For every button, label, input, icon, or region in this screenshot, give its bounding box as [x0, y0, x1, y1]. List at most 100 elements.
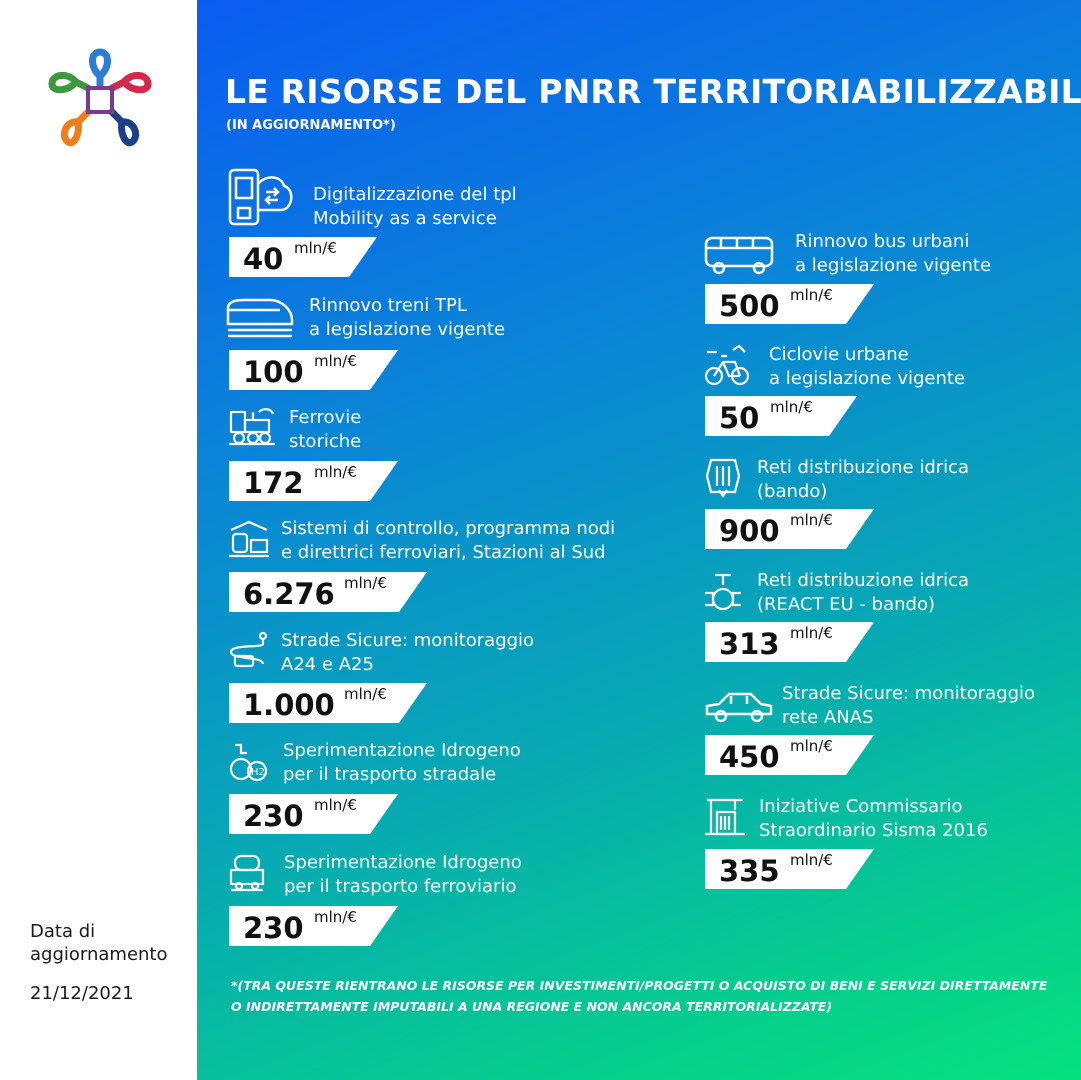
value-box: 230 mln/€ — [229, 906, 398, 946]
item-label: Rinnovo bus urbani a legislazione vigent… — [795, 230, 991, 278]
footnote: *(TRA QUESTE RIENTRANO LE RISORSE PER IN… — [231, 978, 1048, 1014]
item-label-line2: a legislazione vigente — [769, 368, 966, 389]
item-unit: mln/€ — [790, 851, 833, 869]
item-value: 100 — [243, 355, 304, 389]
hydrogen-vehicle-icon: H2 — [227, 739, 271, 783]
item-unit: mln/€ — [344, 685, 387, 703]
item-label: Reti distribuzione idrica (bando) — [757, 456, 969, 504]
item-value: 450 — [719, 740, 780, 774]
value-box: 50 mln/€ — [705, 396, 857, 436]
item-label: Sperimentazione Idrogeno per il trasport… — [284, 851, 522, 899]
item-unit: mln/€ — [314, 796, 357, 814]
item-label: Strade Sicure: monitoraggio A24 e A25 — [281, 629, 534, 677]
item-value: 230 — [243, 799, 304, 833]
high-speed-train-icon — [224, 296, 296, 338]
item-unit: mln/€ — [314, 908, 357, 926]
main-panel — [197, 0, 1081, 1080]
bicycle-icon — [703, 342, 751, 388]
item-label-line1: Strade Sicure: monitoraggio — [281, 630, 535, 651]
item-label: Sistemi di controllo, programma nodi e d… — [281, 517, 615, 565]
item-value: 50 — [719, 401, 760, 435]
item-value: 500 — [719, 289, 780, 323]
item-unit: mln/€ — [314, 352, 357, 370]
item-label-line2: per il trasporto ferroviario — [284, 876, 517, 897]
item-value: 335 — [719, 854, 780, 888]
item-label-line2: A24 e A25 — [281, 654, 374, 675]
water-network-icon — [703, 456, 743, 498]
item-label: Sperimentazione Idrogeno per il trasport… — [283, 739, 521, 787]
steam-locomotive-icon — [227, 406, 277, 448]
item-unit: mln/€ — [294, 239, 337, 257]
item-unit: mln/€ — [790, 624, 833, 642]
item-label-line1: Sperimentazione Idrogeno — [283, 740, 521, 761]
value-box: 172 mln/€ — [229, 461, 398, 501]
item-unit: mln/€ — [770, 398, 813, 416]
item-unit: mln/€ — [314, 463, 357, 481]
value-box: 900 mln/€ — [705, 509, 874, 549]
logo-icon — [46, 46, 154, 150]
item-value: 40 — [243, 242, 284, 276]
value-box: 6.276 mln/€ — [229, 572, 427, 612]
update-date: 21/12/2021 — [30, 983, 134, 1004]
item-label: Reti distribuzione idrica (REACT EU - ba… — [757, 569, 969, 617]
item-label: Digitalizzazione del tpl Mobility as a s… — [313, 183, 517, 231]
item-value: 900 — [719, 514, 780, 548]
item-label-line1: Digitalizzazione del tpl — [313, 184, 517, 205]
item-value: 172 — [243, 466, 304, 500]
update-label-line2: aggiornamento — [30, 944, 168, 965]
item-label-line1: Ciclovie urbane — [769, 344, 909, 365]
item-label-line2: (bando) — [757, 481, 828, 502]
road-monitoring-icon — [227, 630, 271, 672]
item-label-line2: (REACT EU - bando) — [757, 594, 935, 615]
sidebar: Data di aggiornamento 21/12/2021 — [0, 0, 197, 1080]
page-title: LE RISORSE DEL PNRR TERRITORIABILIZZABIL… — [225, 72, 1081, 111]
update-label-line1: Data di — [30, 921, 96, 942]
item-value: 6.276 — [243, 577, 335, 611]
item-label-line2: storiche — [289, 431, 362, 452]
water-valve-icon — [703, 571, 743, 615]
item-unit: mln/€ — [344, 574, 387, 592]
car-icon — [703, 686, 775, 726]
item-label-line1: Rinnovo bus urbani — [795, 231, 970, 252]
value-box: 230 mln/€ — [229, 794, 398, 834]
item-label-line2: e direttrici ferroviari, Stazioni al Sud — [281, 542, 606, 563]
item-label-line1: Reti distribuzione idrica — [757, 457, 970, 478]
construction-crane-icon — [703, 796, 747, 838]
update-info: Data di aggiornamento 21/12/2021 — [30, 920, 190, 1005]
page-subtitle: (IN AGGIORNAMENTO*) — [226, 118, 396, 133]
bus-icon — [703, 234, 775, 276]
item-label-line2: a legislazione vigente — [795, 255, 992, 276]
svg-text:H2: H2 — [251, 767, 265, 778]
item-label: Ciclovie urbane a legislazione vigente — [769, 343, 965, 391]
value-box: 1.000 mln/€ — [229, 683, 427, 723]
item-label-line1: Sistemi di controllo, programma nodi — [281, 518, 616, 539]
item-label: Rinnovo treni TPL a legislazione vigente — [309, 294, 505, 342]
item-label-line2: per il trasporto stradale — [283, 764, 497, 785]
item-label-line2: Straordinario Sisma 2016 — [759, 820, 988, 841]
item-label: Iniziative Commissario Straordinario Sis… — [759, 795, 988, 843]
item-unit: mln/€ — [790, 511, 833, 529]
item-unit: mln/€ — [790, 286, 833, 304]
value-box: 40 mln/€ — [229, 237, 377, 277]
value-box: 100 mln/€ — [229, 350, 398, 390]
value-box: 313 mln/€ — [705, 622, 874, 662]
smartphone-cloud-icon — [226, 168, 296, 228]
item-label-line1: Strade Sicure: monitoraggio — [782, 683, 1036, 704]
item-value: 1.000 — [243, 688, 335, 722]
value-box: 450 mln/€ — [705, 735, 874, 775]
item-value: 313 — [719, 627, 780, 661]
railway-station-icon — [227, 518, 271, 560]
item-label: Strade Sicure: monitoraggio rete ANAS — [782, 682, 1035, 730]
item-value: 230 — [243, 911, 304, 945]
item-unit: mln/€ — [790, 737, 833, 755]
value-box: 335 mln/€ — [705, 849, 874, 889]
item-label-line2: rete ANAS — [782, 707, 874, 728]
item-label-line2: Mobility as a service — [313, 208, 497, 229]
item-label-line1: Ferrovie — [289, 407, 362, 428]
item-label-line2: a legislazione vigente — [309, 319, 506, 340]
value-box: 500 mln/€ — [705, 284, 874, 324]
hydrogen-train-icon — [227, 852, 267, 894]
item-label-line1: Sperimentazione Idrogeno — [284, 852, 522, 873]
item-label-line1: Rinnovo treni TPL — [309, 295, 467, 316]
item-label-line1: Iniziative Commissario — [759, 796, 963, 817]
